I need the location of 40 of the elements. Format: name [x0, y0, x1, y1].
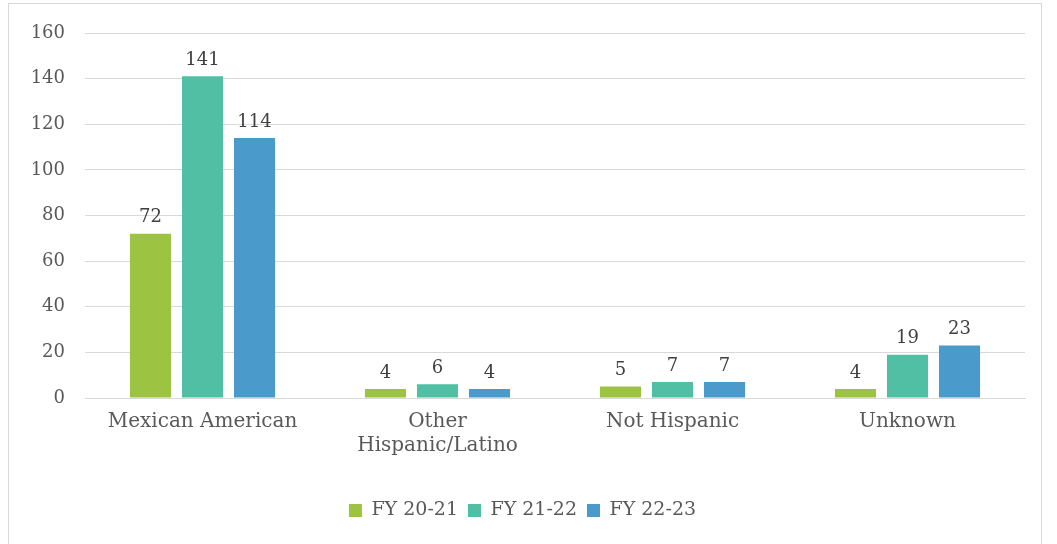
data-label: 141 — [185, 48, 220, 70]
y-tick-label: 40 — [42, 294, 65, 316]
bar — [651, 382, 694, 398]
data-label: 19 — [896, 326, 919, 348]
data-label: 5 — [614, 358, 627, 380]
y-tick-label: 20 — [42, 340, 65, 362]
x-tick-label: Not Hispanic — [605, 408, 740, 433]
legend-label: FY 22-23 — [609, 497, 697, 520]
y-tick-label: 80 — [42, 203, 65, 225]
y-tick-label: 100 — [30, 157, 65, 179]
bar — [468, 388, 511, 398]
y-tick-label: 120 — [30, 111, 65, 133]
legend-label: FY 20-21 — [371, 497, 458, 520]
bar — [416, 384, 459, 398]
data-label: 4 — [483, 360, 496, 382]
y-tick-label: 160 — [30, 20, 65, 42]
bar — [181, 76, 224, 398]
data-label: 6 — [431, 355, 444, 377]
data-label: 7 — [666, 353, 679, 375]
y-tick-label: 0 — [53, 385, 65, 407]
data-label: 4 — [849, 360, 862, 382]
x-tick-label: Mexican American — [107, 408, 298, 433]
y-tick-label: 140 — [30, 66, 65, 88]
x-tick-label: Other Hispanic/Latino — [357, 408, 518, 457]
bar — [233, 137, 276, 398]
bar — [938, 345, 981, 398]
bar — [834, 388, 877, 398]
legend-label: FY 21-22 — [490, 497, 578, 520]
bar — [599, 386, 642, 398]
y-tick-label: 60 — [42, 248, 65, 270]
data-label: 7 — [718, 353, 731, 375]
bar — [703, 382, 746, 398]
data-label: 23 — [948, 317, 971, 339]
x-tick-label: Unknown — [859, 408, 957, 433]
bar — [364, 388, 407, 398]
bar — [886, 354, 929, 398]
data-label: 114 — [237, 109, 272, 131]
bar — [129, 233, 172, 398]
data-label: 72 — [139, 205, 162, 227]
data-label: 4 — [379, 360, 392, 382]
